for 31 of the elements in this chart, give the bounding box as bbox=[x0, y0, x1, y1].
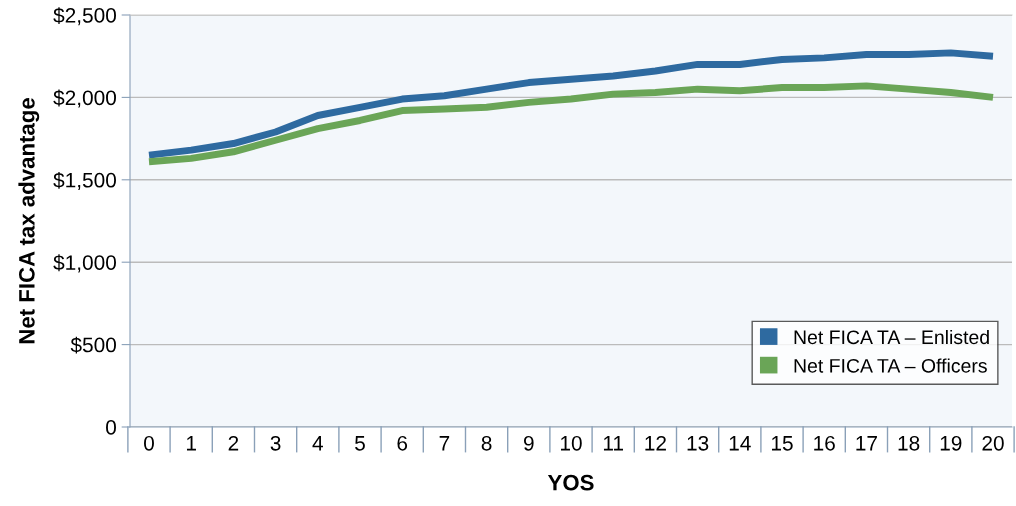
x-tick-label: 18 bbox=[898, 435, 920, 451]
x-tick-label: 7 bbox=[439, 436, 450, 451]
x-tick-label: 11 bbox=[603, 436, 623, 451]
x-tick-label: 13 bbox=[687, 435, 709, 451]
x-tick-label: 16 bbox=[814, 435, 835, 451]
x-axis-title: YOS bbox=[547, 474, 594, 491]
x-tick-label: 10 bbox=[561, 435, 582, 451]
y-tick-label: $1,000 bbox=[53, 254, 116, 273]
x-tick-label: 15 bbox=[772, 436, 793, 451]
x-tick-label: 5 bbox=[355, 436, 365, 451]
y-tick-label: 0 bbox=[106, 420, 116, 435]
y-axis-title: Net FICA tax advantage bbox=[18, 98, 40, 344]
x-tick-label: 9 bbox=[523, 435, 534, 451]
x-tick-label: 8 bbox=[481, 435, 492, 451]
x-tick-label: 2 bbox=[228, 435, 239, 451]
y-tick-label: $2,500 bbox=[53, 7, 116, 26]
x-tick-label: 4 bbox=[312, 436, 323, 451]
y-tick-label: $500 bbox=[70, 336, 116, 354]
y-tick-label: $1,500 bbox=[53, 171, 116, 191]
legend-label: Net FICA TA – Enlisted bbox=[794, 329, 989, 345]
legend-label: Net FICA TA – Officers bbox=[794, 358, 987, 373]
x-tick-label: 19 bbox=[940, 435, 962, 451]
x-tick-label: 12 bbox=[645, 435, 666, 451]
x-tick-label: 14 bbox=[729, 436, 751, 451]
x-tick-label: 3 bbox=[270, 435, 281, 451]
x-tick-label: 0 bbox=[144, 435, 154, 451]
y-tick-label: $2,000 bbox=[53, 89, 116, 108]
x-tick-label: 20 bbox=[982, 435, 1004, 451]
x-tick-label: 6 bbox=[397, 435, 408, 451]
x-tick-label: 17 bbox=[856, 436, 877, 451]
x-tick-label: 1 bbox=[186, 436, 196, 451]
